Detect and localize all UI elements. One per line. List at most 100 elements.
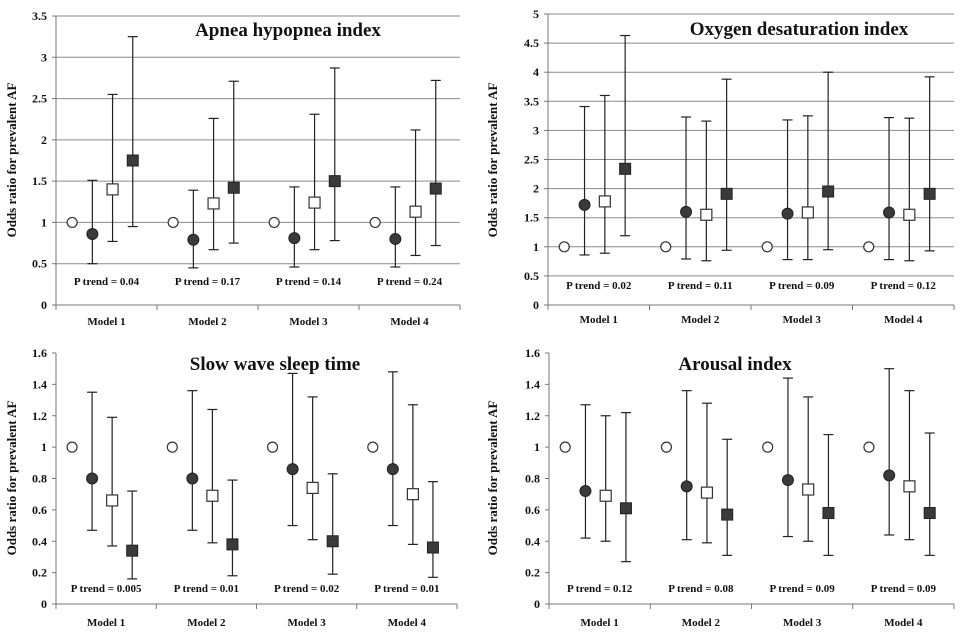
p-trend-label: P trend = 0.02 [274,583,340,595]
x-tick-label: Model 1 [581,617,619,629]
y-tick-label: 0.6 [525,503,540,517]
p-trend-label: P trend = 0.14 [276,276,342,288]
y-tick-label: 0.4 [525,534,540,548]
marker-filled-circle [288,232,301,245]
marker-filled-square [126,544,139,557]
y-tick-label: 0.8 [32,472,47,486]
marker-open-circle [762,441,774,453]
y-tick-label: 0.5 [32,257,47,271]
y-tick-label: 1.6 [32,346,47,360]
p-trend-label: P trend = 0.01 [174,583,239,595]
x-tick-label: Model 3 [783,314,822,326]
marker-filled-circle [86,472,99,485]
y-tick-label: 3.5 [524,94,539,108]
marker-open-square [409,205,422,218]
marker-open-square [308,196,321,209]
y-tick-label: 2.5 [524,153,539,167]
chart-title: Oxygen desaturation index [690,19,909,40]
p-trend-label: P trend = 0.24 [377,276,443,288]
marker-open-square [206,489,219,502]
x-tick-label: Model 1 [87,316,125,328]
chart-panel-3: 0 0.2 0.4 0.6 0.8 1 1.2 1.4 1.6 Slow wave sleep t… [4,346,458,629]
marker-open-circle [761,241,773,253]
marker-filled-square [126,154,139,167]
marker-filled-square [226,538,239,551]
marker-filled-circle [680,480,693,493]
y-tick-label: 1.4 [32,377,47,391]
y-tick-label: 1.2 [525,409,540,423]
marker-filled-circle [579,485,592,498]
marker-open-circle [66,441,78,453]
marker-open-square [406,488,419,501]
marker-open-circle [367,441,379,453]
x-tick-label: Model 4 [884,617,923,629]
y-tick-label: 1 [533,240,539,254]
marker-open-square [599,489,612,502]
chart-panel-1: 0 0.5 1 1.5 2 2.5 3 3.5 Apnea hypopnea index Odds… [4,9,461,328]
marker-open-circle [369,216,381,229]
x-tick-label: Model 1 [87,617,125,629]
chart-title: Arousal index [678,354,792,375]
y-tick-label: 0 [534,597,540,611]
x-tick-label: Model 4 [388,617,427,629]
y-tick-label: 4 [533,65,539,79]
x-tick-label: Model 2 [681,314,720,326]
y-tick-label: 3 [41,50,47,64]
y-tick-label: 1 [41,215,47,229]
y-tick-label: 0.5 [524,269,539,283]
y-axis-label: Odds ratio for prevalent AF [485,83,500,238]
marker-filled-square [227,181,240,194]
p-trend-label: P trend = 0.04 [74,276,140,288]
x-tick-label: Model 1 [580,314,618,326]
p-trend-label: P trend = 0.01 [374,583,439,595]
marker-open-circle [66,216,78,229]
x-tick-label: Model 3 [289,316,328,328]
marker-filled-square [822,507,835,520]
x-tick-label: Model 3 [288,617,327,629]
marker-open-square [801,206,814,219]
y-tick-label: 0 [41,298,47,312]
y-tick-label: 1 [534,440,540,454]
marker-open-square [700,208,713,221]
y-tick-label: 3.5 [32,9,47,23]
marker-open-square [106,183,119,196]
p-trend-label: P trend = 0.11 [668,280,733,292]
marker-open-circle [167,216,179,229]
y-tick-label: 2 [533,182,539,196]
y-tick-label: 3 [533,123,539,137]
marker-open-square [207,197,220,210]
x-tick-label: Model 2 [188,316,227,328]
y-tick-label: 1 [41,440,47,454]
marker-filled-circle [186,472,199,485]
marker-filled-circle [883,469,896,482]
p-trend-label: P trend = 0.09 [871,583,937,595]
chart-title: Slow wave sleep time [190,354,360,375]
x-tick-label: Model 2 [682,617,721,629]
y-tick-label: 1.5 [524,211,539,225]
y-tick-label: 0.2 [525,566,540,580]
p-trend-label: P trend = 0.12 [567,583,633,595]
p-trend-label: P trend = 0.09 [769,280,835,292]
y-tick-label: 1.5 [32,174,47,188]
p-trend-label: P trend = 0.02 [566,280,632,292]
marker-filled-square [822,185,835,198]
marker-filled-circle [578,198,591,211]
marker-open-square [106,494,119,507]
marker-open-circle [559,441,571,453]
marker-open-circle [863,441,875,453]
marker-open-circle [266,441,279,453]
y-tick-label: 0.4 [32,534,47,548]
x-tick-label: Model 3 [783,617,822,629]
y-tick-label: 2 [41,133,47,147]
marker-filled-square [923,507,936,520]
marker-open-square [802,483,815,496]
marker-filled-circle [680,205,693,218]
p-trend-label: P trend = 0.09 [769,583,835,595]
p-trend-label: P trend = 0.08 [668,583,734,595]
marker-filled-square [328,175,341,188]
y-axis-label: Odds ratio for prevalent AF [4,401,19,556]
y-tick-label: 1.4 [525,377,540,391]
marker-filled-circle [781,207,794,220]
marker-filled-square [426,541,439,554]
